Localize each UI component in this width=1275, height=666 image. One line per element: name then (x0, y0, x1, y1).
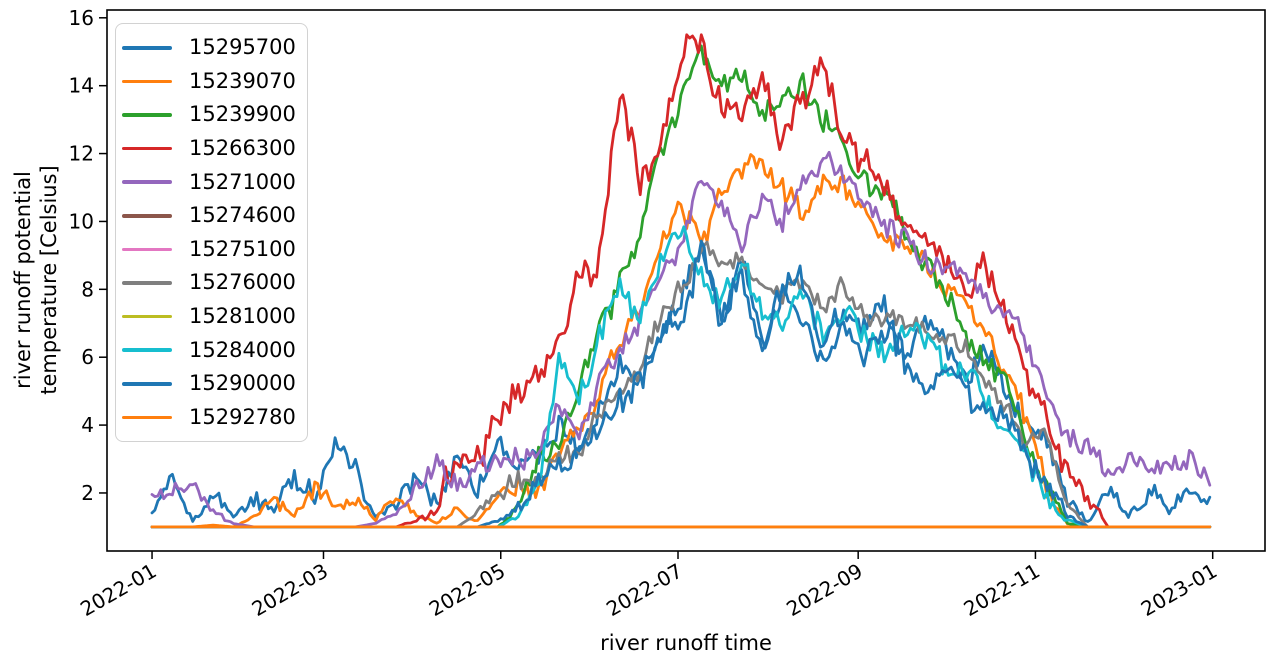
legend-label: 15281000 (189, 304, 296, 329)
legend-label: 15290000 (189, 371, 296, 396)
legend-label: 15274600 (189, 203, 296, 228)
legend-label: 15271000 (189, 169, 296, 194)
y-tick-label: 10 (69, 209, 94, 233)
legend-line-swatch (122, 247, 172, 252)
legend-line-swatch (122, 213, 172, 218)
x-tick-label: 2022-09 (782, 559, 866, 622)
legend: 15295700 15239070 15239900 15266300 15271000… (115, 23, 308, 443)
legend-label: 15276000 (189, 270, 296, 295)
legend-label: 15284000 (189, 337, 296, 362)
x-tick-label: 2022-07 (602, 559, 686, 622)
legend-entry: 15284000 (122, 333, 297, 367)
legend-label: 15239070 (189, 68, 296, 93)
legend-label: 15239900 (189, 102, 296, 127)
legend-label: 15275100 (189, 236, 296, 261)
legend-line-swatch (122, 113, 172, 117)
legend-entry: 15295700 (122, 31, 297, 65)
x-tick-label: 2022-05 (425, 559, 509, 622)
legend-line-swatch (122, 348, 172, 352)
data-lines (150, 33, 1212, 529)
legend-entry: 15266300 (122, 132, 297, 166)
x-tick-label: 2022-03 (248, 559, 332, 622)
legend-entry: 15271000 (122, 165, 297, 199)
legend-entry: 15274600 (122, 199, 297, 233)
legend-entry: 15239070 (122, 65, 297, 99)
series-line-15295700 (150, 244, 1212, 523)
legend-line-swatch (122, 79, 172, 84)
y-tick-label: 2 (81, 481, 94, 505)
legend-entry: 15239900 (122, 98, 297, 132)
legend-label: 15292780 (189, 404, 296, 429)
legend-entry: 15275100 (122, 233, 297, 267)
series-line-15239070 (150, 153, 1212, 529)
x-tick-label: 2022-01 (76, 559, 160, 622)
legend-entry: 15276000 (122, 266, 297, 300)
legend-line-swatch (122, 415, 172, 420)
legend-entry: 15292780 (122, 401, 297, 435)
y-tick-label: 16 (69, 6, 94, 30)
y-tick-label: 14 (69, 74, 94, 98)
x-axis-label: river runoff time (600, 631, 772, 655)
legend-label: 15295700 (189, 35, 296, 60)
legend-label: 15266300 (189, 136, 296, 161)
x-tick-label: 2023-01 (1137, 559, 1221, 622)
x-axis-ticks: 2022-01 2022-03 2022-05 2022-07 2022-09 2022-… (76, 551, 1221, 621)
legend-line-swatch (122, 46, 172, 50)
legend-line-swatch (122, 180, 172, 184)
y-axis-label-line2: temperature [Celsius] (37, 165, 61, 395)
y-axis-ticks: 2 4 6 8 10 12 14 16 (69, 6, 107, 505)
legend-line-swatch (122, 314, 172, 319)
y-tick-label: 12 (69, 142, 94, 166)
y-tick-label: 8 (81, 277, 94, 301)
y-tick-label: 6 (81, 345, 94, 369)
legend-entry: 15290000 (122, 367, 297, 401)
legend-entry: 15281000 (122, 300, 297, 334)
y-tick-label: 4 (81, 413, 94, 437)
legend-line-swatch (122, 146, 172, 151)
y-axis-label-line1: river runoff potential (11, 171, 35, 389)
legend-line-swatch (122, 381, 172, 386)
legend-line-swatch (122, 281, 172, 285)
x-tick-label: 2022-11 (960, 559, 1044, 622)
